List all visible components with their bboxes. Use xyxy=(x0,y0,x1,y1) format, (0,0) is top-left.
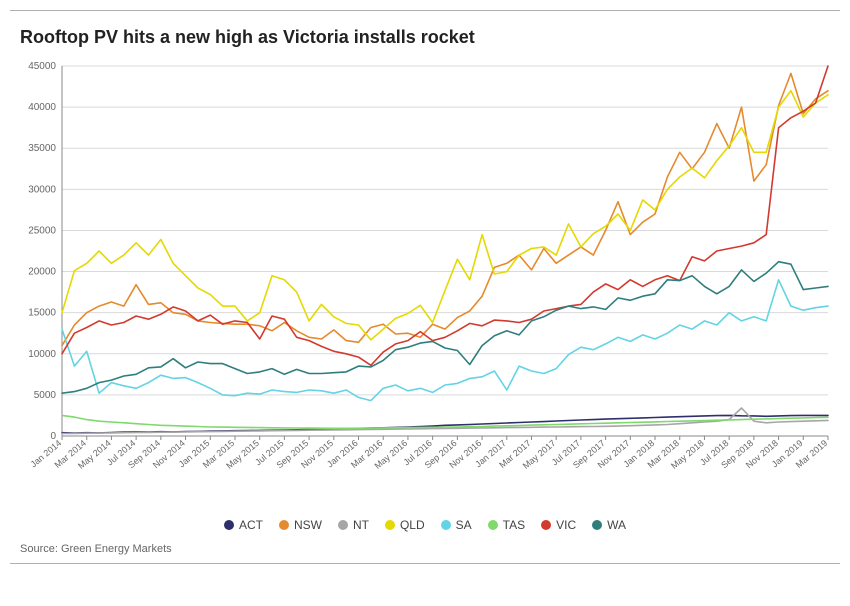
legend-dot xyxy=(441,520,451,530)
legend-label: QLD xyxy=(400,518,425,532)
svg-text:30000: 30000 xyxy=(28,184,56,195)
legend-item: QLD xyxy=(385,518,425,532)
legend-item: WA xyxy=(592,518,626,532)
legend-label: SA xyxy=(456,518,472,532)
legend-item: SA xyxy=(441,518,472,532)
legend-label: NSW xyxy=(294,518,322,532)
legend-dot xyxy=(385,520,395,530)
legend-dot xyxy=(592,520,602,530)
legend: ACT NSW NT QLD SA TAS VIC WA xyxy=(10,518,840,533)
legend-label: ACT xyxy=(239,518,263,532)
legend-label: NT xyxy=(353,518,369,532)
chart-title: Rooftop PV hits a new high as Victoria i… xyxy=(20,27,840,48)
svg-text:40000: 40000 xyxy=(28,102,56,113)
legend-item: ACT xyxy=(224,518,263,532)
legend-label: VIC xyxy=(556,518,576,532)
svg-text:10000: 10000 xyxy=(28,349,56,360)
legend-item: VIC xyxy=(541,518,576,532)
svg-text:15000: 15000 xyxy=(28,308,56,319)
legend-dot xyxy=(488,520,498,530)
legend-dot xyxy=(541,520,551,530)
svg-text:25000: 25000 xyxy=(28,225,56,236)
legend-item: NSW xyxy=(279,518,322,532)
svg-text:45000: 45000 xyxy=(28,61,56,72)
legend-item: NT xyxy=(338,518,369,532)
chart-area: 0500010000150002000025000300003500040000… xyxy=(10,56,840,516)
line-chart-svg: 0500010000150002000025000300003500040000… xyxy=(10,56,840,516)
legend-dot xyxy=(338,520,348,530)
svg-text:5000: 5000 xyxy=(34,390,57,401)
svg-text:35000: 35000 xyxy=(28,143,56,154)
legend-label: TAS xyxy=(503,518,525,532)
source-text: Source: Green Energy Markets xyxy=(20,543,840,555)
legend-dot xyxy=(224,520,234,530)
svg-text:20000: 20000 xyxy=(28,267,56,278)
legend-item: TAS xyxy=(488,518,525,532)
legend-label: WA xyxy=(607,518,626,532)
chart-container: Rooftop PV hits a new high as Victoria i… xyxy=(10,10,840,564)
legend-dot xyxy=(279,520,289,530)
